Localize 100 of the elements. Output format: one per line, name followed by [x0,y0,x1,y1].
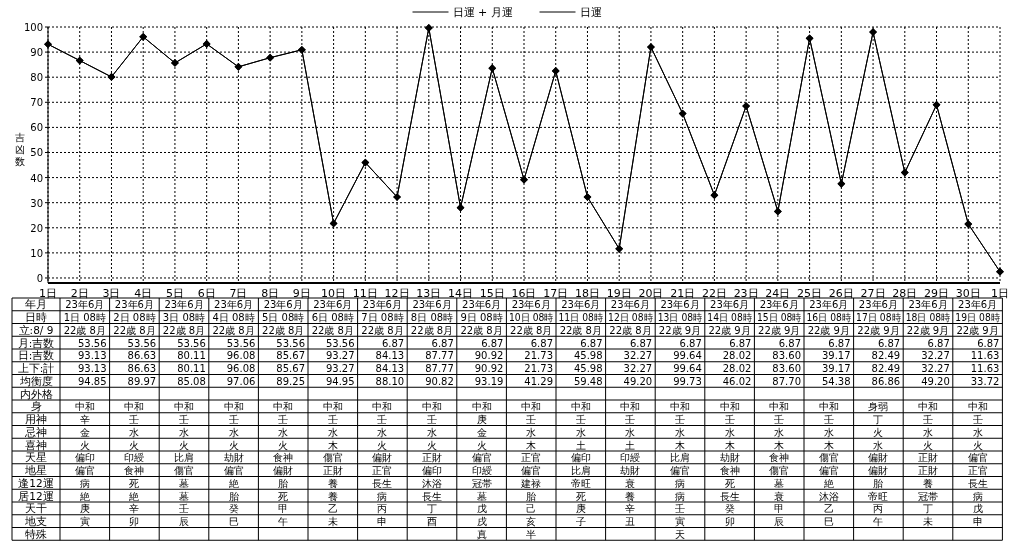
text: 甲 [278,503,289,515]
text: 病 [79,477,90,489]
text: 壬 [625,414,636,425]
x-tick-label: 11日 [352,287,378,300]
text: 辰 [179,516,189,527]
text: 偏印 [422,465,442,476]
text: 壬 [675,503,685,515]
text: 23年6月 [362,299,402,311]
text: 87.77 [425,350,454,362]
text: 戊 [972,503,983,515]
text: 劫財 [719,452,740,464]
text: 印綬 [124,452,145,464]
text: 85.08 [177,375,206,387]
text: 水 [675,426,685,438]
text: 辛 [79,414,90,425]
text: 丙 [873,503,884,515]
text: 水 [228,426,239,438]
text: 28.02 [722,363,752,374]
text: 長生 [967,477,988,489]
y-tick-label: 10 [30,247,43,259]
x-tick-label: 12日 [384,287,410,300]
y-tick-label: 70 [30,97,43,109]
x-tick-label: 10日 [321,287,347,300]
text: 84.13 [375,350,405,362]
text: 12日 08時 [608,312,657,323]
text: 6.87 [530,337,553,349]
text: 木 [526,439,537,451]
text: 寅 [675,516,685,527]
text: 水 [129,426,140,438]
text: 墓 [179,490,189,502]
text: 46.02 [722,375,752,387]
text: 養 [327,477,338,489]
text: 庚 [476,414,487,425]
x-tick-label: 24日 [765,287,791,300]
text: 丙 [377,503,388,515]
x-tick-label: 25日 [797,287,823,300]
x-tick-label: 4日 [134,287,153,300]
text: 病 [675,490,685,502]
text: 22歳 9月 [807,324,850,336]
text: 火 [377,439,388,451]
text: 丑 [625,516,636,527]
text: 10日 08時 [508,312,558,323]
text: 6.87 [977,337,1000,349]
text: 偏印 [74,452,95,464]
text: 壬 [923,414,933,425]
text: 11.63 [970,350,1000,362]
text: 23年6月 [610,299,650,311]
text: 中和 [719,401,740,413]
text: 中和 [521,401,542,413]
x-tick-label: 23日 [733,287,759,300]
text: 沐浴 [818,490,839,502]
text: 金 [79,426,90,438]
text: 89.25 [276,375,305,387]
text: 金 [476,426,487,438]
text: 壬 [377,414,388,425]
text: 申 [972,516,983,527]
text: 23年6月 [263,299,303,311]
text: 水 [179,426,189,438]
text: 食神 [719,465,740,476]
text: 火 [179,439,189,451]
text: 97.06 [226,375,256,387]
text: 32.27 [623,350,653,362]
category-label: 内外格 [19,387,53,400]
category-label: 天星 [25,451,47,464]
x-tick-label: 1日 [39,287,57,300]
y-tick-label: 50 [30,147,43,159]
category-label: 年月 [25,298,47,311]
text: 壬 [129,414,140,425]
text: 99.64 [673,350,702,362]
text: 23年6月 [511,299,551,311]
text: 33.72 [970,375,1000,387]
text: 22歳 9月 [857,324,900,336]
text: 22歳 9月 [708,324,751,336]
text: 劫財 [620,465,641,476]
text: 壬 [179,414,189,425]
text: 22歳 9月 [906,324,950,336]
text: 水 [377,426,388,438]
text: 水 [774,426,785,438]
category-label: 居12運 [18,489,54,502]
text: 45.98 [573,363,603,374]
y-tick-label: 20 [30,222,43,234]
text: 長生 [372,477,393,489]
text: 食神 [769,452,790,464]
text: 水 [327,426,338,438]
text: 絶 [129,490,140,502]
text: 水 [575,426,586,438]
text: 6.87 [828,337,851,349]
text: 6.87 [481,337,504,349]
text: 87.70 [772,375,801,387]
text: 水 [625,426,636,438]
x-tick-label: 9日 [292,287,311,300]
text: 23年6月 [660,299,700,311]
text: 中和 [322,401,343,413]
text: 墓 [774,477,785,489]
text: 6.87 [431,337,454,349]
text: 23年6月 [858,299,898,311]
x-tick-label: 21日 [670,287,696,300]
category-label: 特殊 [25,527,47,540]
text: 23年6月 [561,299,601,311]
x-tick-label: 20日 [638,287,664,300]
